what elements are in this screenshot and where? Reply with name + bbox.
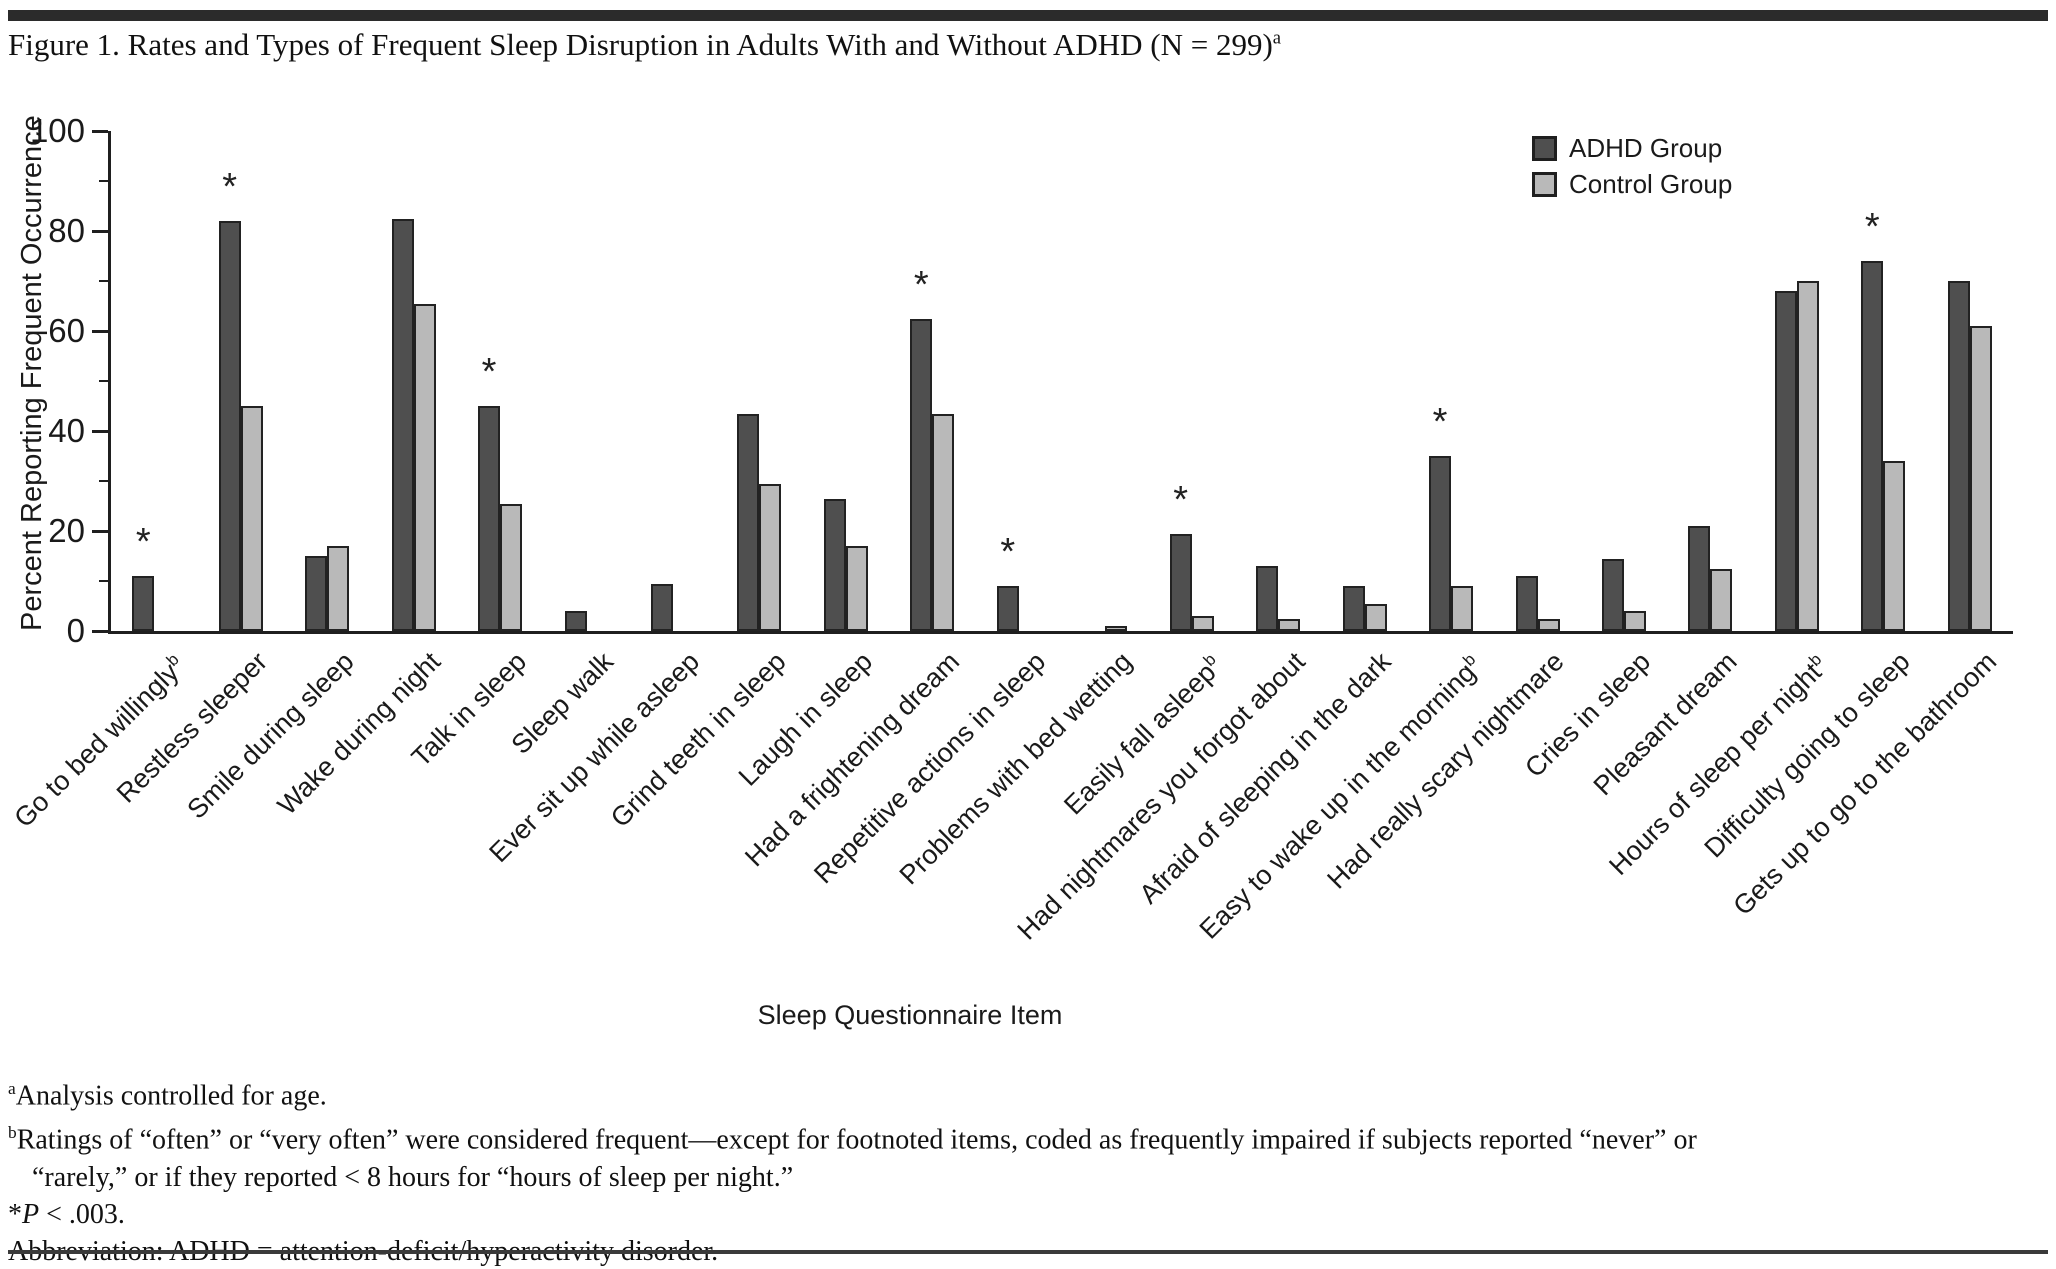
y-major-tick-80	[92, 229, 108, 233]
category-label-text: Smile during sleep	[181, 646, 360, 825]
figure-title-text: Figure 1. Rates and Types of Frequent Sl…	[8, 27, 1273, 62]
adhd-bar	[1256, 566, 1279, 631]
y-major-tick-20	[92, 529, 108, 533]
adhd-bar	[910, 318, 933, 631]
footnote-a-marker: a	[8, 1079, 16, 1098]
bar-chart: Percent Reporting Frequent Occurrence 0 2…	[8, 113, 2013, 1030]
adhd-bar	[218, 221, 241, 631]
legend-label-adhd: ADHD Group	[1569, 133, 1723, 163]
control-bar	[500, 503, 523, 631]
footnote-a-text: Analysis controlled for age.	[15, 1080, 327, 1112]
adhd-bar	[564, 611, 587, 631]
control-bar	[1451, 586, 1474, 631]
adhd-bar	[996, 586, 1019, 631]
control-bar	[759, 483, 782, 631]
significance-star-text: *	[8, 1198, 22, 1230]
legend-item-control: Control Group	[1532, 169, 1732, 200]
significance-rest: < .003.	[39, 1198, 125, 1230]
significance-star: *	[1000, 531, 1016, 573]
control-bar	[1969, 326, 1992, 631]
y-major-tick-60	[92, 329, 108, 333]
footnote-b-line1: bRatings of “often” or “very often” were…	[8, 1114, 2048, 1158]
footnote-b-line2: “rarely,” or if they reported < 8 hours …	[8, 1159, 2048, 1196]
footnote-significance: *P < .003.	[8, 1196, 2048, 1233]
adhd-bar	[1429, 456, 1452, 631]
adhd-bar	[1169, 533, 1192, 631]
legend: ADHD Group Control Group	[1532, 133, 1732, 205]
adhd-bar	[478, 406, 501, 631]
legend-item-adhd: ADHD Group	[1532, 133, 1732, 164]
significance-star: *	[481, 351, 497, 393]
y-minor-tick-90	[99, 180, 108, 182]
y-tick-label-80: 80	[48, 212, 85, 249]
y-tick-label-20: 20	[48, 512, 85, 549]
adhd-bar	[650, 583, 673, 631]
y-axis-label: Percent Reporting Frequent Occurrence	[16, 115, 48, 631]
adhd-swatch	[1532, 136, 1557, 161]
control-bar	[1278, 618, 1301, 631]
category-label-text: Wake during night	[271, 646, 447, 821]
y-minor-tick-30	[99, 480, 108, 482]
control-bar	[845, 546, 868, 631]
control-bar	[1710, 568, 1733, 631]
control-bar	[1364, 603, 1387, 631]
category-label: Wake during night	[271, 646, 447, 821]
adhd-bar	[132, 576, 155, 631]
footnote-b-text2: “rarely,” or if they reported < 8 hours …	[32, 1161, 794, 1193]
adhd-bar	[1342, 586, 1365, 631]
adhd-bar	[1515, 576, 1538, 631]
adhd-bar	[1861, 261, 1884, 631]
bottom-rule	[8, 1250, 2048, 1254]
control-bar	[1623, 611, 1646, 631]
control-bar	[327, 546, 350, 631]
legend-label-control: Control Group	[1569, 169, 1733, 199]
figure-title: Figure 1. Rates and Types of Frequent Sl…	[8, 27, 1281, 63]
footnote-a: aAnalysis controlled for age.	[8, 1070, 2048, 1114]
adhd-bar	[391, 218, 414, 631]
control-bar	[1105, 626, 1128, 631]
significance-star: *	[135, 521, 151, 563]
footnote-b-text1: Ratings of “often” or “very often” were …	[16, 1124, 1697, 1156]
y-minor-tick-50	[99, 380, 108, 382]
adhd-bar	[823, 498, 846, 631]
adhd-bar	[1601, 558, 1624, 631]
control-bar	[1796, 281, 1819, 631]
plot-area: 0 20 40 60 80 100 * Go to bed willinglyb * Restle…	[8, 113, 2013, 946]
y-major-tick-100	[92, 129, 108, 133]
control-bar	[240, 406, 263, 631]
top-rule	[8, 10, 2048, 21]
control-bar	[1537, 618, 1560, 631]
footnote-b-marker: b	[8, 1123, 17, 1143]
figure-title-superscript: a	[1272, 27, 1282, 49]
y-major-tick-40	[92, 429, 108, 433]
significance-star: *	[222, 166, 238, 208]
significance-p: P	[22, 1198, 40, 1230]
significance-star: *	[1864, 206, 1880, 248]
x-axis-title: Sleep Questionnaire Item	[757, 1000, 1063, 1030]
category-label: Smile during sleep	[181, 646, 360, 825]
adhd-bar	[1947, 281, 1970, 631]
control-bar	[1191, 616, 1214, 631]
y-tick-label-100: 100	[29, 112, 85, 149]
y-minor-tick-10	[99, 580, 108, 582]
significance-star: *	[913, 263, 929, 306]
control-bar	[1883, 461, 1906, 631]
y-major-tick-0	[92, 629, 108, 633]
control-bar	[413, 303, 436, 631]
y-tick-label-60: 60	[48, 312, 85, 349]
control-swatch	[1532, 172, 1557, 197]
control-bar	[932, 413, 955, 631]
adhd-bar	[737, 413, 760, 631]
y-minor-tick-70	[99, 280, 108, 282]
adhd-bar	[305, 556, 328, 631]
footnotes: aAnalysis controlled for age. bRatings o…	[8, 1070, 2048, 1269]
adhd-bar	[1688, 526, 1711, 631]
significance-star: *	[1173, 478, 1189, 521]
adhd-bar	[1774, 291, 1797, 631]
y-tick-label-0: 0	[66, 612, 85, 649]
category-label: Restless sleeper	[111, 646, 273, 808]
y-tick-label-40: 40	[48, 412, 85, 449]
significance-star: *	[1432, 401, 1448, 443]
